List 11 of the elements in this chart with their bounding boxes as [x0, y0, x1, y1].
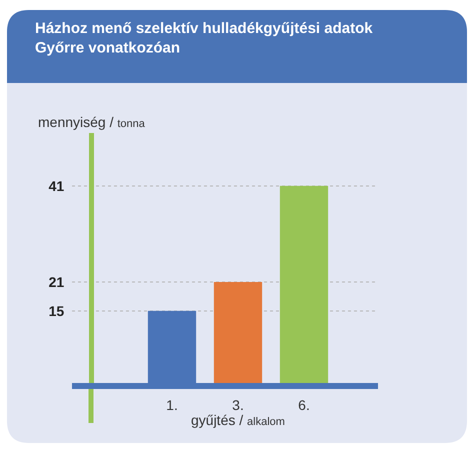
x-tick-label: 6.: [298, 396, 310, 413]
bar: [280, 186, 328, 383]
chart-title: Házhoz menő szelektív hulladékgyűjtési adatok Győrre vonatkozóan: [35, 20, 374, 56]
bar: [214, 282, 262, 383]
y-tick-label: 15: [48, 302, 64, 319]
x-axis-title: gyűjtés / alkalom: [191, 412, 285, 428]
x-tick-label: 3.: [232, 396, 244, 413]
y-axis-title: mennyiség / tonna: [38, 114, 146, 130]
y-tick-label: 41: [48, 178, 64, 194]
x-tick-label: 1.: [166, 396, 178, 413]
y-tick-label: 21: [48, 274, 64, 290]
